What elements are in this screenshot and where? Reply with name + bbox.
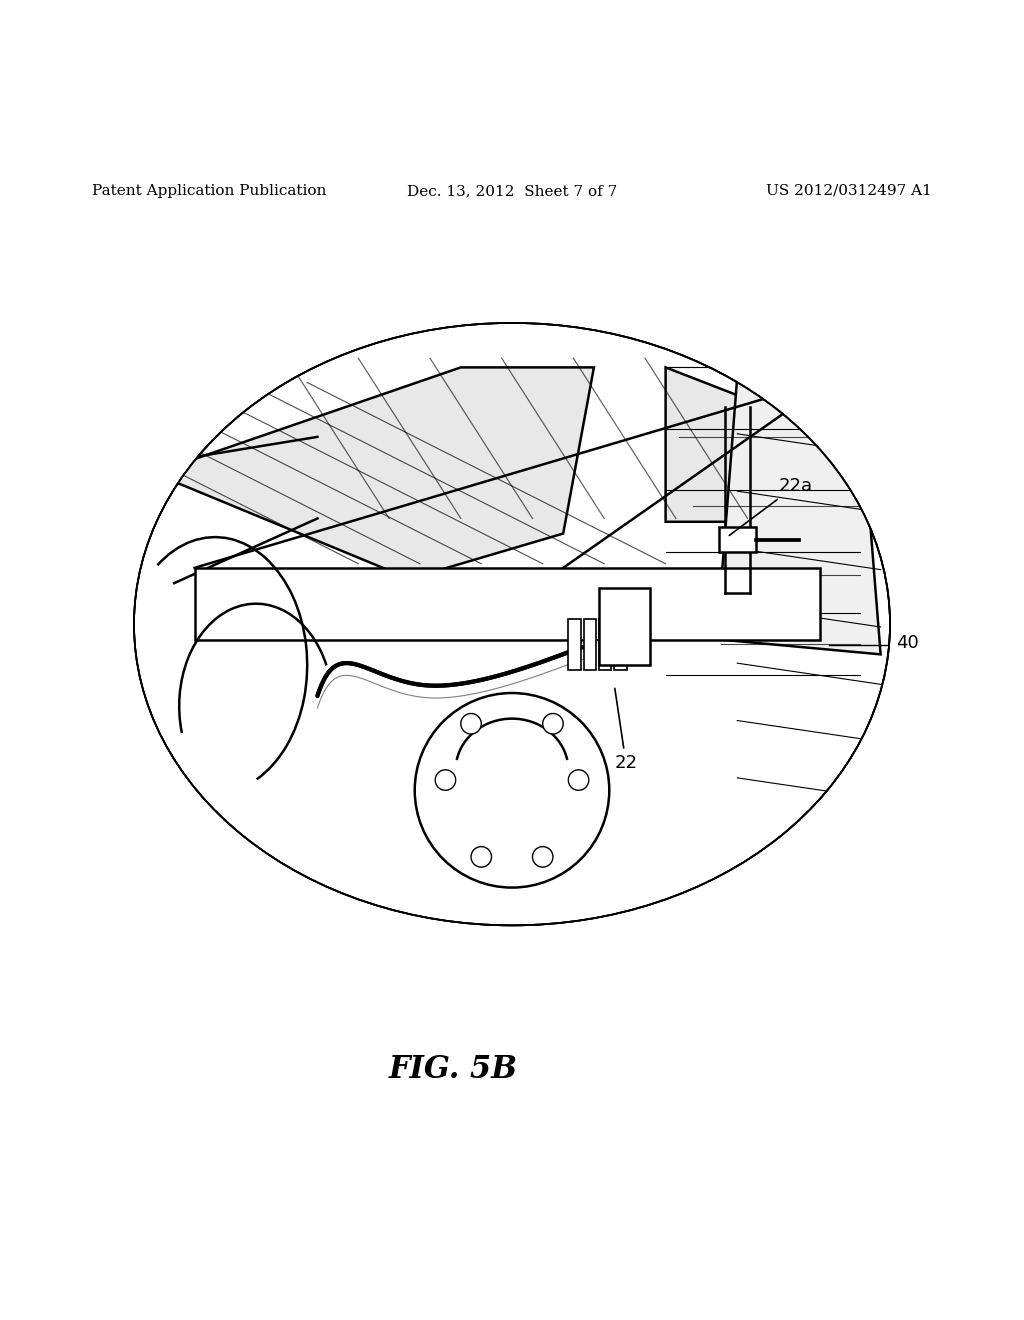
Bar [599,619,611,671]
Circle shape [461,714,481,734]
Bar [719,527,756,553]
Text: Patent Application Publication: Patent Application Publication [92,183,327,198]
Text: Dec. 13, 2012  Sheet 7 of 7: Dec. 13, 2012 Sheet 7 of 7 [407,183,617,198]
Polygon shape [717,376,881,655]
Circle shape [415,693,609,887]
FancyBboxPatch shape [195,568,819,639]
Text: 22: 22 [614,688,637,771]
Polygon shape [154,367,594,579]
Text: US 2012/0312497 A1: US 2012/0312497 A1 [766,183,932,198]
Circle shape [568,770,589,791]
Circle shape [435,770,456,791]
Text: FIG. 5B: FIG. 5B [389,1055,518,1085]
Bar [568,619,581,671]
Bar [614,619,627,671]
Circle shape [543,714,563,734]
Bar [584,619,596,671]
Polygon shape [666,367,860,521]
Circle shape [532,846,553,867]
FancyBboxPatch shape [599,589,650,665]
Text: 40: 40 [896,634,919,652]
Ellipse shape [133,322,891,927]
Text: 22a: 22a [729,477,812,536]
Circle shape [471,846,492,867]
